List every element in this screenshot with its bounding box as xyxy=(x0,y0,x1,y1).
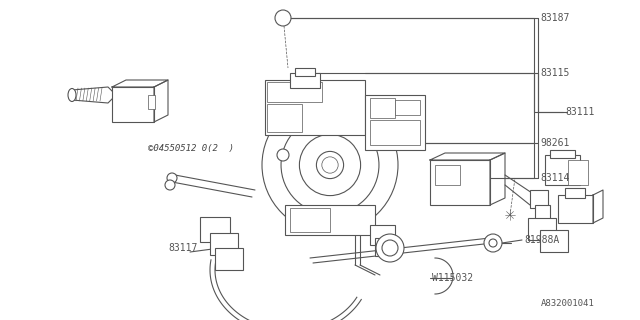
Bar xyxy=(267,104,302,132)
Bar xyxy=(148,95,155,109)
Circle shape xyxy=(281,116,379,214)
Bar xyxy=(210,233,238,255)
Text: 83115: 83115 xyxy=(540,68,570,78)
Bar xyxy=(370,225,395,245)
Circle shape xyxy=(277,149,289,161)
Circle shape xyxy=(262,97,398,233)
Circle shape xyxy=(382,240,398,256)
Bar xyxy=(435,165,460,185)
Polygon shape xyxy=(112,80,168,87)
Circle shape xyxy=(167,173,177,183)
Bar xyxy=(395,100,420,115)
Circle shape xyxy=(484,234,502,252)
Bar xyxy=(375,238,397,256)
Bar xyxy=(200,217,230,242)
Circle shape xyxy=(165,180,175,190)
Text: ©04550512 0(2  ): ©04550512 0(2 ) xyxy=(148,143,234,153)
Text: 83111: 83111 xyxy=(565,107,595,117)
Ellipse shape xyxy=(68,89,76,101)
Bar xyxy=(370,120,420,145)
Circle shape xyxy=(300,134,360,196)
Bar xyxy=(430,160,490,205)
Bar xyxy=(545,155,580,185)
Polygon shape xyxy=(154,80,168,122)
Bar xyxy=(290,208,330,232)
Circle shape xyxy=(489,239,497,247)
Bar xyxy=(267,82,322,102)
Circle shape xyxy=(316,151,344,179)
Text: 98261: 98261 xyxy=(540,138,570,148)
Bar xyxy=(370,98,395,118)
Bar xyxy=(285,205,375,235)
Bar xyxy=(535,205,550,220)
Circle shape xyxy=(322,157,338,173)
Polygon shape xyxy=(593,190,603,223)
Bar xyxy=(558,195,593,223)
Bar xyxy=(265,80,365,135)
Text: 81988A: 81988A xyxy=(524,235,559,245)
Bar xyxy=(528,218,556,240)
Bar xyxy=(568,160,588,185)
Polygon shape xyxy=(490,153,505,205)
Bar xyxy=(112,87,154,122)
Polygon shape xyxy=(72,87,116,103)
Bar xyxy=(540,230,568,252)
Text: A832001041: A832001041 xyxy=(541,299,595,308)
Bar xyxy=(550,150,575,158)
Text: 83117: 83117 xyxy=(168,243,197,253)
Bar xyxy=(365,95,425,150)
Text: 83114: 83114 xyxy=(540,173,570,183)
Bar xyxy=(565,188,585,198)
Text: W115032: W115032 xyxy=(432,273,473,283)
Text: 83187: 83187 xyxy=(540,13,570,23)
Bar xyxy=(215,248,243,270)
Polygon shape xyxy=(430,153,505,160)
Bar xyxy=(295,68,315,76)
Bar xyxy=(290,73,320,88)
Circle shape xyxy=(275,10,291,26)
Bar xyxy=(530,190,548,208)
Circle shape xyxy=(376,234,404,262)
